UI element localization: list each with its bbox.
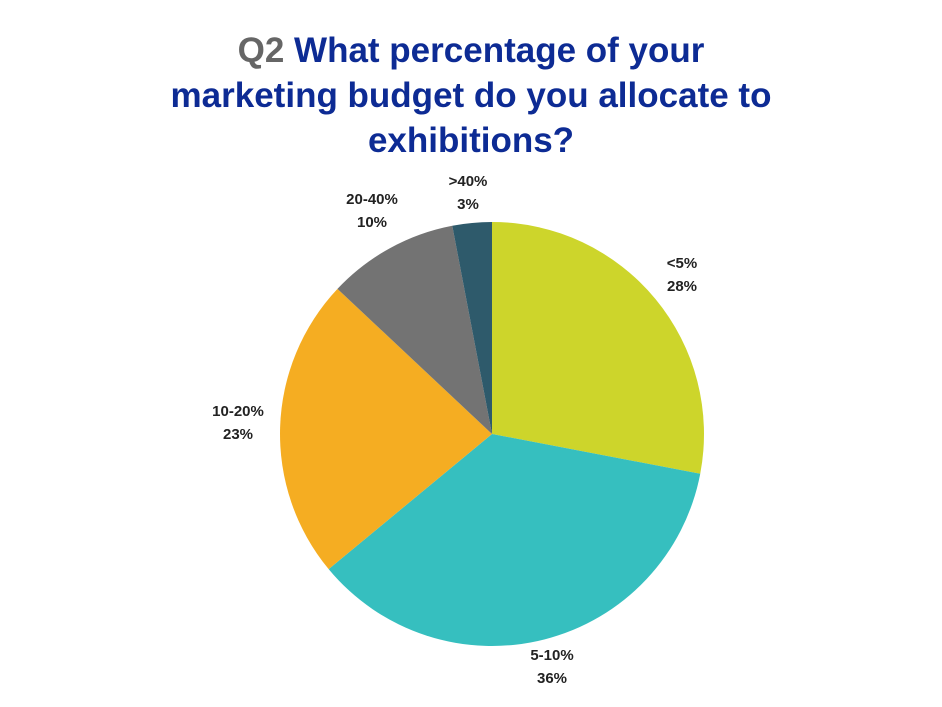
question-number: Q2	[237, 31, 285, 70]
title-line-2: marketing budget do you allocate to	[170, 76, 772, 115]
title-line-1: Q2 What percentage of your	[0, 28, 942, 73]
chart-title: Q2 What percentage of your marketing bud…	[0, 28, 942, 163]
pie-slice	[452, 222, 492, 434]
slice-value-label: 3%	[457, 196, 479, 213]
slice-category-label: 5-10%	[530, 647, 573, 664]
slice-category-label: 10-20%	[212, 403, 264, 420]
slice-value-label: 10%	[357, 214, 387, 231]
slice-category-label: >40%	[449, 173, 488, 190]
title-line-3: exhibitions?	[367, 121, 575, 160]
pie-slice	[328, 434, 701, 646]
pie-slice	[280, 288, 492, 570]
slice-value-label: 36%	[537, 670, 567, 687]
pie-slice	[492, 222, 704, 474]
slice-value-label: 23%	[223, 426, 253, 443]
pie-slice	[337, 225, 492, 434]
slice-category-label: 20-40%	[346, 191, 398, 208]
slice-category-label: <5%	[667, 255, 697, 272]
slice-value-label: 28%	[667, 278, 697, 295]
title-text-1: What percentage of your	[294, 31, 705, 70]
